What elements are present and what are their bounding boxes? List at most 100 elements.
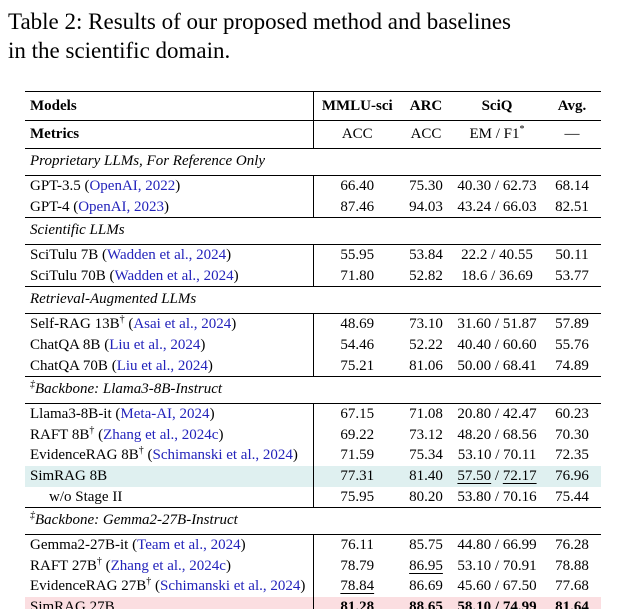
cell-mmlu-sci: 75.21 <box>312 355 401 377</box>
cell-arc: 75.30 <box>409 178 443 194</box>
cell-arc: 81.06 <box>409 357 443 374</box>
cell-mmlu-sci: 71.80 <box>312 265 401 287</box>
cell-arc: 86.95 <box>409 557 443 574</box>
model-name: RAFT 8B† (Zhang et al., 2024c) <box>30 424 224 443</box>
cell-arc: 85.75 <box>409 537 443 554</box>
citation-link[interactable]: Schimanski et al., 2024 <box>159 578 301 595</box>
cell-sciq: 20.80 / 42.47 <box>457 406 537 423</box>
cell-avg: 70.30 <box>555 426 589 443</box>
dagger-marker: † <box>146 576 152 588</box>
table-row: Llama3-8B-it (Meta-AI, 2024) 67.15 71.08 20… <box>25 403 601 425</box>
cell-avg: 57.89 <box>555 316 589 333</box>
column-header-mmlu-sci: MMLU-sci <box>312 91 401 121</box>
cell-mmlu-sci: 48.69 <box>312 313 401 335</box>
dagger-marker: † <box>89 424 95 436</box>
table-metrics-row: Metrics ACC ACC EM / F1* — <box>25 120 601 149</box>
column-header-avg: Avg. <box>543 91 601 121</box>
results-table: Models MMLU-sci ARC SciQ Avg. Metrics AC… <box>25 91 601 609</box>
section-title: ‡Backbone: Gemma2-27B-Instruct <box>25 507 601 536</box>
model-name: ChatQA 70B (Liu et al., 2024) <box>30 357 213 374</box>
cell-avg: 82.51 <box>555 198 589 215</box>
cell-avg: 50.11 <box>555 247 589 264</box>
column-header-arc: ARC <box>401 91 451 121</box>
citation-link[interactable]: Liu et al., 2024 <box>109 336 201 353</box>
citation-link[interactable]: Meta-AI, 2024 <box>120 406 210 423</box>
citation-link[interactable]: Liu et al., 2024 <box>116 357 208 374</box>
section-title: Retrieval-Augmented LLMs <box>25 286 601 315</box>
cell-mmlu-sci: 69.22 <box>312 424 401 446</box>
cell-arc: 75.34 <box>409 447 443 464</box>
citation-link[interactable]: Asai et al., 2024 <box>133 316 232 333</box>
column-header-sciq: SciQ <box>451 91 543 121</box>
cell-mmlu-sci: 81.28 <box>312 596 401 609</box>
cell-arc: 88.65 <box>401 596 451 609</box>
citation-link[interactable]: Zhang et al., 2024c <box>103 426 219 443</box>
cell-arc: 73.10 <box>409 316 443 333</box>
model-name: SimRAG 8B <box>25 465 313 487</box>
table-row: SimRAG 8B 77.31 81.40 57.50 / 72.17 76.96 <box>25 465 601 487</box>
metric-mmlu-sci: ACC <box>312 120 401 149</box>
cell-mmlu-sci: 67.15 <box>312 403 401 425</box>
section-title: Scientific LLMs <box>25 217 601 246</box>
table-row: ChatQA 70B (Liu et al., 2024) 75.21 81.06 5… <box>25 355 601 377</box>
citation-link[interactable]: Zhang et al., 2024c <box>110 557 226 574</box>
citation-link[interactable]: Wadden et al., 2024 <box>114 267 234 284</box>
cell-mmlu-sci: 76.11 <box>312 534 401 556</box>
cell-mmlu-sci: 66.40 <box>312 175 401 197</box>
section-title: Proprietary LLMs, For Reference Only <box>25 148 601 176</box>
table-header-row: Models MMLU-sci ARC SciQ Avg. <box>25 91 601 121</box>
cell-avg: 55.76 <box>555 336 589 353</box>
cell-avg: 81.64 <box>543 596 601 609</box>
table-caption-line2: in the scientific domain. <box>8 38 231 63</box>
cell-sciq: 58.10 / 74.99 <box>451 596 543 609</box>
table-row: RAFT 27B† (Zhang et al., 2024c) 78.79 86.9… <box>25 555 601 577</box>
cell-arc: 80.20 <box>409 488 443 505</box>
cell-mmlu-sci: 75.95 <box>312 486 401 508</box>
cell-avg: 75.44 <box>555 488 589 505</box>
section-title: ‡Backbone: Llama3-8B-Instruct <box>25 376 601 405</box>
cell-mmlu-sci: 71.59 <box>312 445 401 466</box>
citation-link[interactable]: Wadden et al., 2024 <box>106 247 227 264</box>
table-row: w/o Stage II 75.95 80.20 53.80 / 70.16 75.44 <box>25 486 601 508</box>
model-name: RAFT 27B† (Zhang et al., 2024c) <box>30 555 231 574</box>
metric-sciq: EM / F1* <box>451 120 543 149</box>
cell-avg: 53.77 <box>555 267 589 284</box>
model-name: EvidenceRAG 27B† (Schimanski et al., 202… <box>30 576 306 595</box>
cell-sciq: 40.40 / 60.60 <box>457 336 537 353</box>
dagger-marker: † <box>119 314 125 326</box>
section-header-row: ‡Backbone: Llama3-8B-Instruct <box>25 376 601 405</box>
cell-mmlu-sci: 78.84 <box>312 576 401 597</box>
cell-mmlu-sci: 77.31 <box>312 465 401 487</box>
cell-sciq: 18.6 / 36.69 <box>461 267 533 284</box>
double-dagger-marker: ‡ <box>30 379 35 391</box>
model-name: SciTulu 70B (Wadden et al., 2024) <box>30 267 239 284</box>
model-name: EvidenceRAG 8B† (Schimanski et al., 2024… <box>30 445 298 464</box>
cell-arc: 52.82 <box>409 267 443 284</box>
asterisk-marker: * <box>519 124 525 135</box>
cell-sciq: 50.00 / 68.41 <box>457 357 537 374</box>
citation-link[interactable]: OpenAI, 2022 <box>89 178 176 194</box>
cell-arc: 52.22 <box>409 336 443 353</box>
cell-mmlu-sci: 78.79 <box>312 555 401 577</box>
cell-avg: 60.23 <box>555 406 589 423</box>
cell-arc: 73.12 <box>409 426 443 443</box>
cell-sciq: 53.10 / 70.11 <box>457 447 537 464</box>
model-name: w/o Stage II <box>49 488 123 505</box>
citation-link[interactable]: OpenAI, 2023 <box>78 198 165 215</box>
table-row: Self-RAG 13B† (Asai et al., 2024) 48.69 73… <box>25 313 601 335</box>
table-row: SciTulu 70B (Wadden et al., 2024) 71.80 52… <box>25 265 601 287</box>
cell-sciq: 45.60 / 67.50 <box>457 578 537 595</box>
cell-sciq: 57.50 / 72.17 <box>451 465 543 487</box>
model-name: SimRAG 27B <box>25 596 313 609</box>
cell-sciq: 22.2 / 40.55 <box>461 247 533 264</box>
cell-avg: 78.88 <box>555 557 589 574</box>
cell-mmlu-sci: 55.95 <box>312 244 401 266</box>
citation-link[interactable]: Team et al., 2024 <box>137 537 241 554</box>
cell-avg: 77.68 <box>555 578 589 595</box>
cell-sciq: 53.10 / 70.91 <box>457 557 537 574</box>
dagger-marker: † <box>96 555 102 567</box>
citation-link[interactable]: Schimanski et al., 2024 <box>152 447 293 464</box>
cell-arc: 53.84 <box>409 247 443 264</box>
cell-arc: 81.40 <box>401 465 451 487</box>
table-row: GPT-3.5 (OpenAI, 2022) 66.40 75.30 40.30 / … <box>25 175 601 197</box>
